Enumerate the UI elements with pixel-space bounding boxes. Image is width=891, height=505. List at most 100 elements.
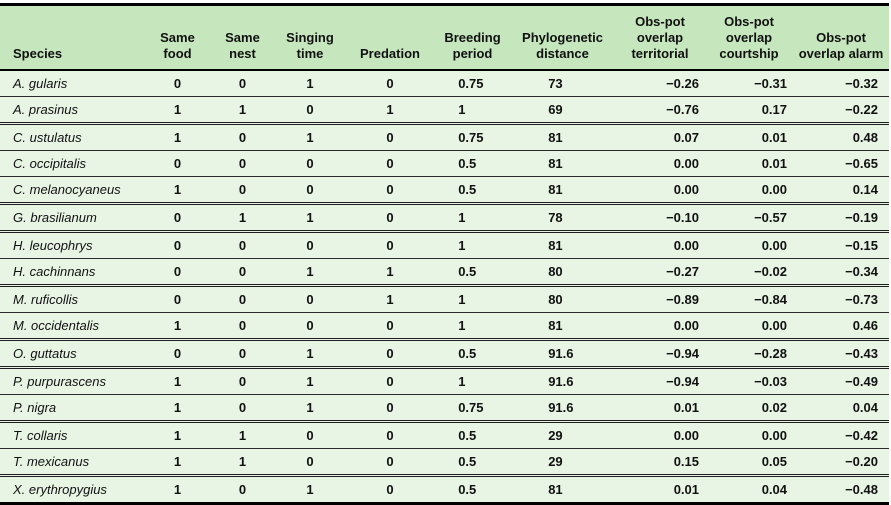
table-header-row: Species Same food Same nest Singing time Pre… [0, 4, 889, 71]
cell-same-food: 1 [145, 123, 210, 151]
cell-predation: 0 [345, 421, 435, 449]
cell-value: 69 [548, 102, 563, 117]
table-row: T. collaris 1 1 0 0 0.5 29 0.00 0.00 −0.42 [0, 421, 889, 449]
table-row: G. brasilianum 0 1 1 0 1 78 −0.10 −0.57 −0.19 [0, 203, 889, 233]
cell-obs-pot-overlap-alarm: −0.42 [793, 421, 889, 449]
cell-singing-time: 1 [275, 339, 345, 369]
species-name: M. ruficollis [0, 285, 145, 313]
species-name: C. occipitalis [0, 150, 145, 177]
cell-same-food: 0 [145, 258, 210, 287]
cell-value: 81 [548, 238, 563, 253]
table-row: A. gularis 0 0 1 0 0.75 73 −0.26 −0.31 −0.32 [0, 70, 889, 97]
cell-breeding-period: 0.5 [435, 176, 510, 205]
cell-same-food: 0 [145, 150, 210, 177]
cell-value: 80 [548, 292, 563, 307]
cell-same-food: 0 [145, 231, 210, 259]
cell-same-food: 1 [145, 367, 210, 395]
cell-obs-pot-overlap-territorial: −0.94 [615, 367, 705, 395]
cell-obs-pot-overlap-alarm: −0.15 [793, 231, 889, 259]
species-data-table: Species Same food Same nest Singing time Pre… [0, 3, 889, 505]
cell-obs-pot-overlap-territorial: 0.00 [615, 231, 705, 259]
cell-phylogenetic-distance: 78 [510, 203, 615, 233]
cell-obs-pot-overlap-alarm: −0.48 [793, 475, 889, 504]
cell-value: 81 [548, 482, 563, 497]
cell-same-food: 1 [145, 394, 210, 423]
cell-obs-pot-overlap-courtship: 0.04 [705, 475, 793, 504]
species-name: O. guttatus [0, 339, 145, 369]
cell-obs-pot-overlap-courtship: −0.02 [705, 258, 793, 287]
cell-obs-pot-overlap-territorial: −0.76 [615, 96, 705, 125]
cell-same-nest: 1 [210, 421, 275, 449]
cell-value: 0.5 [458, 264, 477, 279]
cell-obs-pot-overlap-alarm: −0.22 [793, 96, 889, 125]
species-name: X. erythropygius [0, 475, 145, 504]
cell-breeding-period: 1 [435, 231, 510, 259]
cell-singing-time: 1 [275, 258, 345, 287]
cell-breeding-period: 1 [435, 285, 510, 313]
cell-obs-pot-overlap-territorial: 0.01 [615, 394, 705, 423]
cell-obs-pot-overlap-courtship: 0.05 [705, 448, 793, 477]
cell-obs-pot-overlap-alarm: 0.14 [793, 176, 889, 205]
cell-singing-time: 0 [275, 285, 345, 313]
cell-obs-pot-overlap-alarm: −0.49 [793, 367, 889, 395]
cell-phylogenetic-distance: 91.6 [510, 367, 615, 395]
cell-obs-pot-overlap-territorial: 0.01 [615, 475, 705, 504]
cell-same-nest: 0 [210, 150, 275, 177]
cell-value: 81 [548, 182, 563, 197]
species-name: T. mexicanus [0, 448, 145, 477]
cell-obs-pot-overlap-alarm: −0.43 [793, 339, 889, 369]
cell-breeding-period: 0.5 [435, 421, 510, 449]
cell-obs-pot-overlap-courtship: −0.57 [705, 203, 793, 233]
cell-breeding-period: 0.5 [435, 448, 510, 477]
cell-same-nest: 0 [210, 70, 275, 97]
cell-obs-pot-overlap-territorial: 0.07 [615, 123, 705, 151]
cell-singing-time: 1 [275, 475, 345, 504]
cell-same-food: 0 [145, 285, 210, 313]
table-row: H. leucophrys 0 0 0 0 1 81 0.00 0.00 −0.15 [0, 231, 889, 259]
cell-same-food: 1 [145, 475, 210, 504]
cell-predation: 0 [345, 150, 435, 177]
cell-obs-pot-overlap-courtship: −0.31 [705, 70, 793, 97]
cell-singing-time: 1 [275, 70, 345, 97]
cell-predation: 0 [345, 394, 435, 423]
cell-predation: 0 [345, 475, 435, 504]
cell-value: 0.5 [458, 156, 477, 171]
cell-predation: 1 [345, 285, 435, 313]
cell-predation: 1 [345, 258, 435, 287]
cell-value: 0.5 [458, 182, 477, 197]
cell-same-food: 0 [145, 339, 210, 369]
cell-value: 0.75 [458, 76, 484, 91]
cell-obs-pot-overlap-courtship: 0.00 [705, 231, 793, 259]
cell-same-nest: 0 [210, 475, 275, 504]
species-name: A. prasinus [0, 96, 145, 125]
species-name: T. collaris [0, 421, 145, 449]
cell-same-nest: 0 [210, 394, 275, 423]
cell-phylogenetic-distance: 81 [510, 176, 615, 205]
cell-breeding-period: 0.5 [435, 475, 510, 504]
cell-same-nest: 0 [210, 258, 275, 287]
cell-breeding-period: 0.5 [435, 258, 510, 287]
cell-value: 73 [548, 76, 563, 91]
cell-obs-pot-overlap-courtship: 0.01 [705, 150, 793, 177]
cell-obs-pot-overlap-courtship: 0.01 [705, 123, 793, 151]
cell-phylogenetic-distance: 81 [510, 150, 615, 177]
species-name: P. purpurascens [0, 367, 145, 395]
cell-value: 1 [458, 318, 466, 333]
cell-breeding-period: 0.75 [435, 70, 510, 97]
cell-predation: 1 [345, 96, 435, 125]
cell-same-nest: 0 [210, 339, 275, 369]
cell-breeding-period: 0.5 [435, 339, 510, 369]
cell-obs-pot-overlap-courtship: −0.84 [705, 285, 793, 313]
table-row: C. occipitalis 0 0 0 0 0.5 81 0.00 0.01 −0.65 [0, 150, 889, 177]
cell-same-food: 1 [145, 421, 210, 449]
cell-breeding-period: 1 [435, 96, 510, 125]
cell-same-food: 1 [145, 312, 210, 341]
cell-obs-pot-overlap-alarm: −0.73 [793, 285, 889, 313]
cell-value: 91.6 [548, 400, 574, 415]
cell-breeding-period: 0.75 [435, 123, 510, 151]
species-name: G. brasilianum [0, 203, 145, 233]
column-header-same-nest: Same nest [210, 4, 275, 71]
cell-value: 0.75 [458, 130, 484, 145]
cell-phylogenetic-distance: 29 [510, 421, 615, 449]
